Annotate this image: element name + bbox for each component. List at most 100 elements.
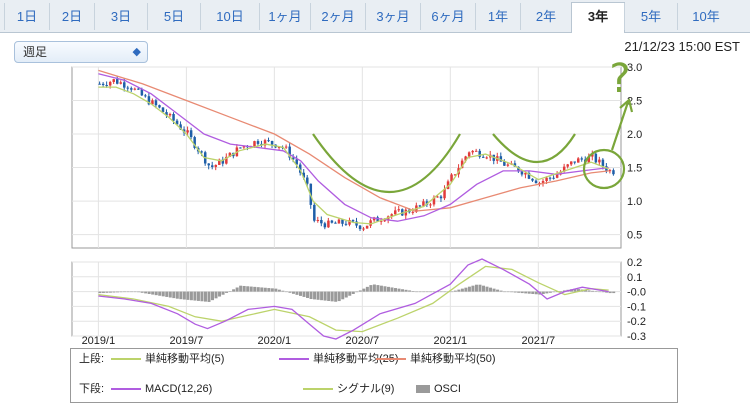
candle-body [450, 174, 453, 182]
candle-body [330, 220, 334, 223]
osci-bar [309, 291, 313, 299]
candle-body [555, 174, 559, 178]
osci-bar [330, 291, 334, 302]
legend-ma5-swatch [111, 358, 141, 361]
osci-bar [291, 291, 295, 294]
candle-body [429, 204, 432, 206]
osci-bar [284, 291, 288, 293]
candle-body [291, 157, 295, 160]
legend-upper-label: 上段: [79, 353, 105, 365]
candle-body [562, 166, 566, 172]
candle-body [418, 205, 422, 207]
tab-10[interactable]: 1年 [475, 3, 520, 30]
tab-7[interactable]: 2ヶ月 [310, 3, 365, 30]
annotation-arc-left [312, 133, 461, 194]
candle-body [323, 223, 327, 228]
osci-bar [404, 289, 408, 292]
osci-bar [218, 291, 222, 297]
legend-ma50: 単純移動平均(50) [376, 351, 496, 367]
legend: 上段: 単純移動平均(5) 単純移動平均(25) 単純移動平均(50) 下段: … [70, 348, 678, 403]
tab-11[interactable]: 2年 [520, 3, 571, 30]
osci-bar [196, 291, 200, 301]
osci-bar [295, 291, 299, 295]
candle-body [453, 174, 457, 176]
candle-body [267, 140, 270, 142]
osci-bar [263, 287, 267, 292]
candle-body [263, 140, 267, 146]
osci-bar [232, 289, 236, 292]
osci-bar [506, 291, 510, 293]
candle-body [390, 214, 393, 217]
tab-5[interactable]: 10日 [200, 3, 259, 30]
candle-body [147, 96, 151, 105]
tab-3[interactable]: 3日 [94, 3, 147, 30]
osci-bar [108, 291, 112, 293]
period-select[interactable]: 週足 ◆ [14, 41, 148, 63]
legend-ma5: 単純移動平均(5) [111, 351, 224, 367]
osci-bar [457, 289, 461, 292]
osci-bar [119, 291, 123, 293]
osci-bar [436, 291, 440, 293]
tab-6[interactable]: 1ヶ月 [259, 3, 310, 30]
candle-body [517, 166, 520, 172]
ma50-line [98, 69, 609, 212]
candle-body [531, 178, 534, 181]
legend-macd: MACD(12,26) [111, 381, 212, 397]
tab-4[interactable]: 5日 [147, 3, 200, 30]
osci-bar [161, 291, 165, 297]
candle-body [228, 152, 232, 157]
osci-bar [552, 291, 556, 293]
candle-body [527, 172, 531, 179]
osci-bar [221, 291, 225, 295]
osci-bar [288, 291, 292, 293]
tab-1[interactable]: 1日 [4, 3, 49, 30]
osci-bar [422, 291, 426, 293]
tab-9[interactable]: 6ヶ月 [420, 3, 475, 30]
candle-body [348, 220, 351, 225]
candle-body [545, 177, 548, 182]
candle-body [422, 201, 425, 206]
candle-body [242, 146, 246, 148]
tab-2[interactable]: 2日 [49, 3, 94, 30]
legend-ma50-label: 単純移動平均(50) [410, 353, 496, 365]
osci-bar [270, 288, 274, 292]
osci-bar [186, 291, 190, 300]
osci-bar [467, 286, 471, 292]
osci-bar [559, 291, 563, 292]
tab-13[interactable]: 5年 [624, 3, 677, 30]
x-tick-label: 2020/1 [258, 335, 292, 347]
candle-body [397, 209, 401, 211]
osci-bar [425, 291, 429, 293]
candle-body [446, 181, 450, 189]
osci-bar [439, 291, 443, 293]
osci-bar [316, 291, 320, 300]
macd-y-tick-label: -0.2 [627, 316, 646, 328]
legend-lower-label: 下段: [79, 383, 105, 395]
candle-body [552, 177, 555, 179]
osci-bar [390, 287, 394, 292]
tab-8[interactable]: 3ヶ月 [365, 3, 420, 30]
candle-body [591, 153, 594, 157]
osci-bar [168, 291, 172, 298]
osci-bar [323, 291, 327, 301]
osci-bar [211, 291, 215, 301]
osci-bar [379, 285, 383, 292]
osci-bar [337, 291, 341, 302]
legend-osci-label: OSCI [434, 383, 461, 395]
candle-body [154, 100, 158, 106]
osci-bar [203, 291, 207, 302]
candle-body [432, 197, 436, 205]
osci-bar [126, 291, 130, 293]
tab-14[interactable]: 10年 [677, 3, 734, 30]
legend-osci-swatch [416, 385, 430, 394]
candle-body [548, 177, 552, 179]
osci-bar [365, 286, 369, 292]
candle-body [189, 130, 193, 138]
candle-body [115, 79, 119, 84]
candle-body [186, 130, 189, 133]
candle-body [334, 222, 337, 224]
osci-bar [499, 290, 503, 292]
legend-osci: OSCI [416, 381, 461, 397]
y-tick-label: 1.5 [627, 163, 642, 175]
candle-body [478, 150, 481, 157]
